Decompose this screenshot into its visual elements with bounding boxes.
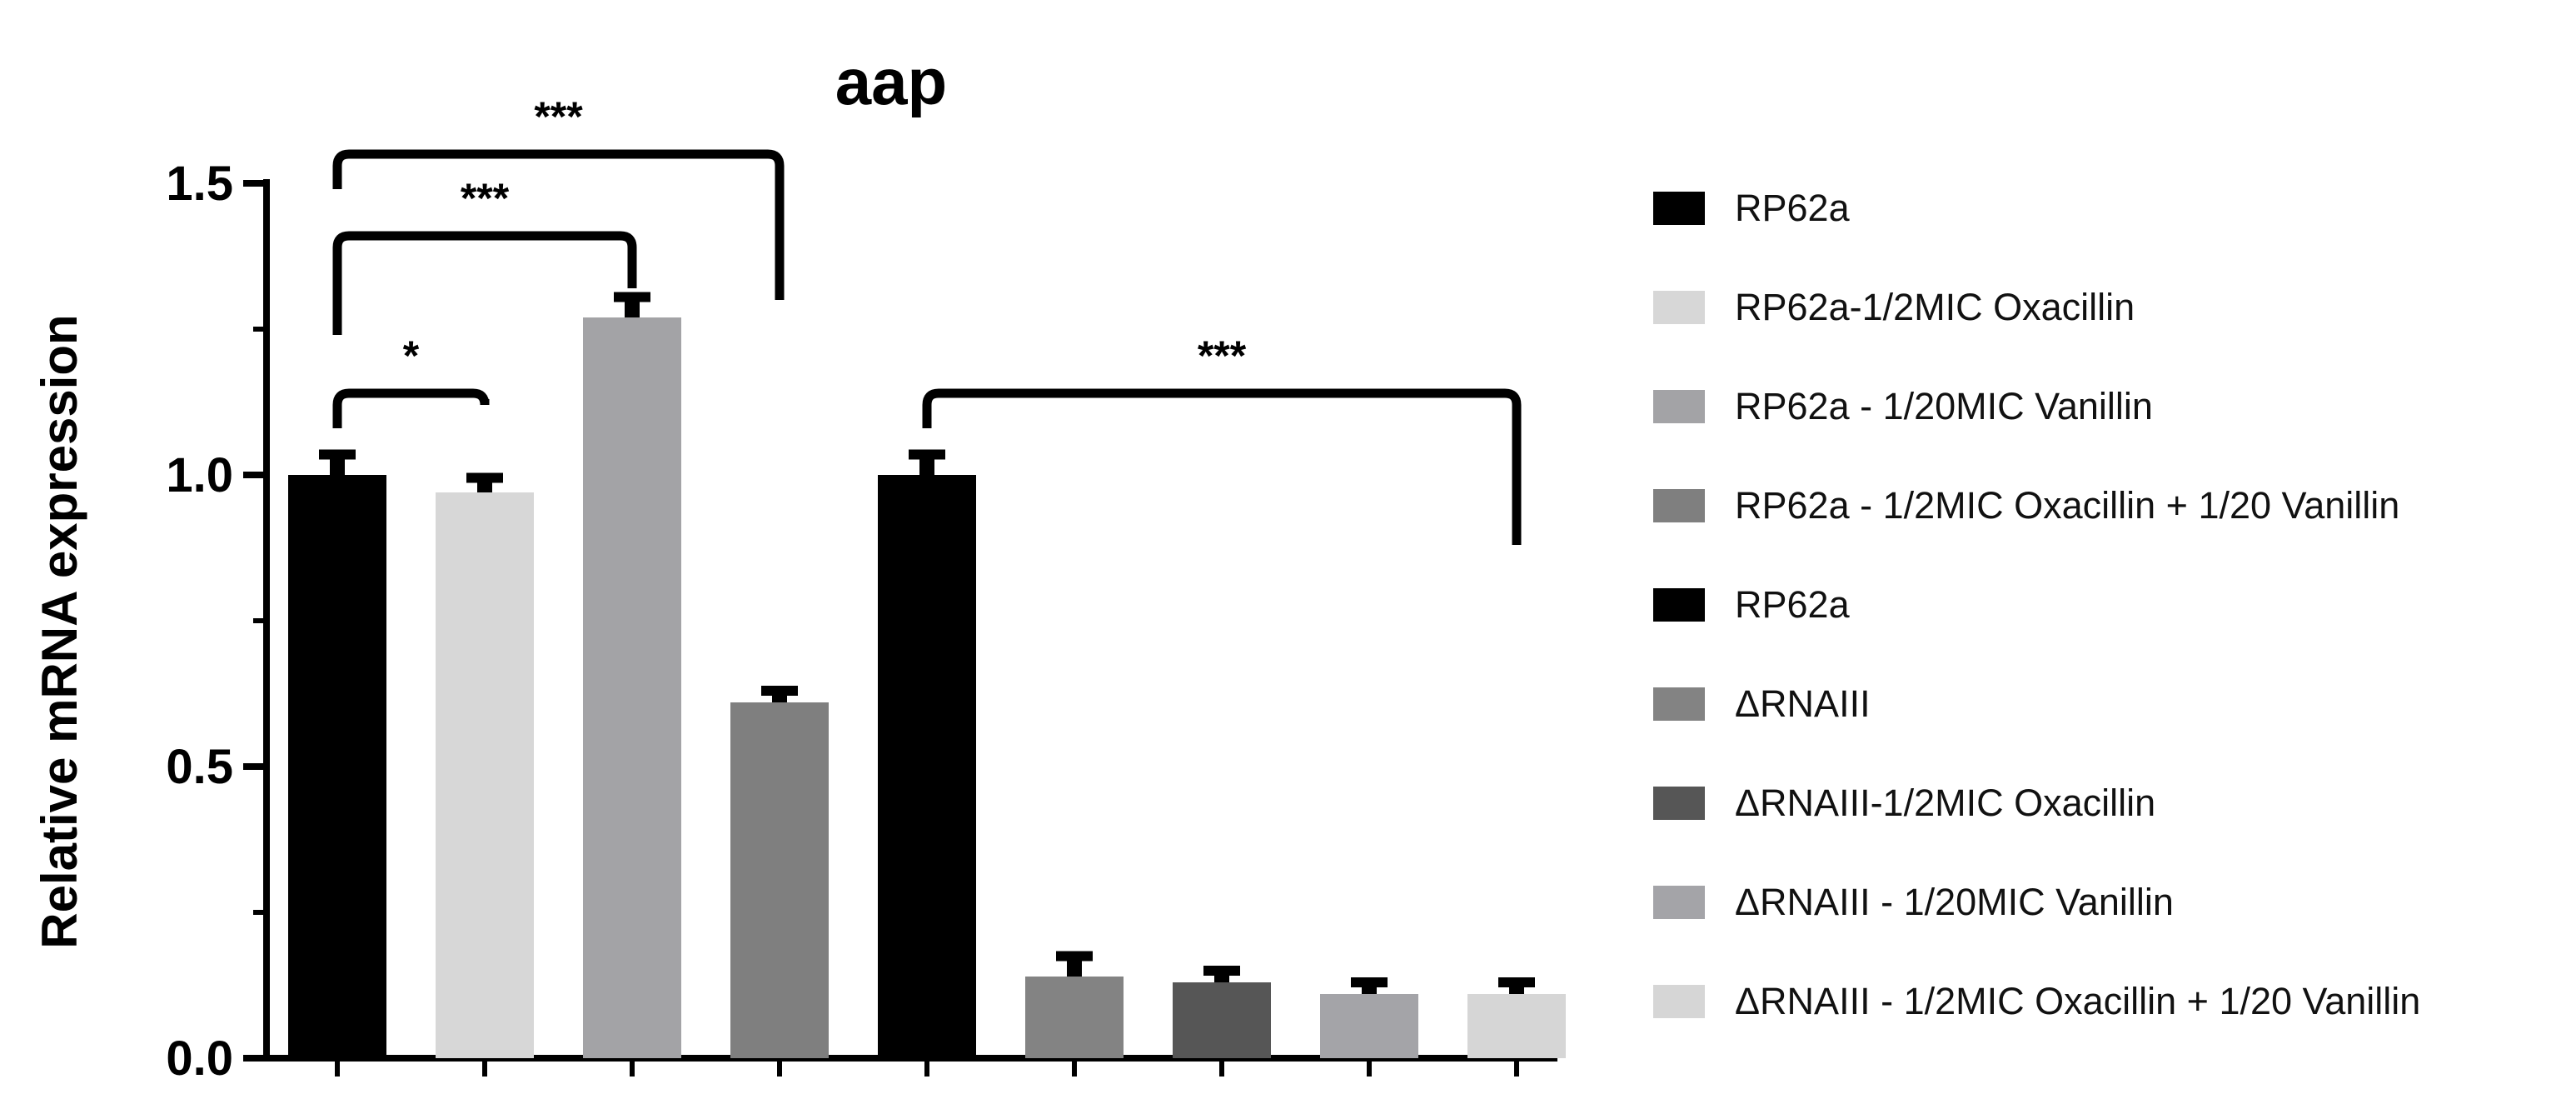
significance-bracket <box>332 388 490 428</box>
y-tick-label: 1.5 <box>166 157 233 211</box>
bar <box>1467 994 1566 1058</box>
bar <box>583 317 681 1058</box>
legend-swatch <box>1653 687 1705 721</box>
legend-item: ΔRNAIII-1/2MIC Oxacillin <box>1653 778 2155 828</box>
bars <box>288 317 1566 1058</box>
significance-bracket <box>922 388 1522 545</box>
legend-item: RP62a <box>1653 183 1850 233</box>
legend-item: ΔRNAIII - 1/2MIC Oxacillin + 1/20 Vanill… <box>1653 977 2420 1027</box>
legend-label: RP62a - 1/20MIC Vanillin <box>1735 385 2153 427</box>
chart-title: aap <box>835 45 947 118</box>
legend-label: RP62a - 1/2MIC Oxacillin + 1/20 Vanillin <box>1735 484 2400 527</box>
bar <box>436 492 534 1058</box>
legend-item: RP62a - 1/2MIC Oxacillin + 1/20 Vanillin <box>1653 481 2399 531</box>
significance-brackets: ********** <box>332 93 1522 545</box>
bar <box>1320 994 1418 1058</box>
significance-bracket <box>332 149 785 300</box>
legend-label: RP62a-1/2MIC Oxacillin <box>1735 286 2135 328</box>
legend-swatch <box>1653 489 1705 522</box>
legend-label: ΔRNAIII <box>1735 682 1871 725</box>
legend-swatch <box>1653 985 1705 1018</box>
significance-label: *** <box>534 93 583 140</box>
bar <box>288 475 386 1058</box>
bar <box>878 475 976 1058</box>
legend-item: RP62a - 1/20MIC Vanillin <box>1653 382 2153 432</box>
significance-bracket <box>332 231 637 335</box>
bar <box>730 702 829 1058</box>
y-tick-label: 1.0 <box>166 448 233 502</box>
y-tick-label: 0.5 <box>166 740 233 794</box>
legend-label: ΔRNAIII - 1/20MIC Vanillin <box>1735 881 2174 923</box>
legend-item: ΔRNAIII - 1/20MIC Vanillin <box>1653 877 2174 927</box>
legend-swatch <box>1653 390 1705 423</box>
legend-swatch <box>1653 588 1705 622</box>
legend-swatch <box>1653 291 1705 324</box>
legend-label: ΔRNAIII - 1/2MIC Oxacillin + 1/20 Vanill… <box>1735 980 2421 1022</box>
legend-label: ΔRNAIII-1/2MIC Oxacillin <box>1735 782 2156 824</box>
significance-label: *** <box>1198 332 1247 379</box>
legend-label: RP62a <box>1735 583 1850 626</box>
legend-item: ΔRNAIII <box>1653 679 1871 729</box>
y-tick-label: 0.0 <box>166 1032 233 1086</box>
legend-label: RP62a <box>1735 187 1850 229</box>
error-bars <box>319 292 1535 994</box>
legend-swatch <box>1653 886 1705 919</box>
significance-label: * <box>403 332 420 379</box>
significance-label: *** <box>461 175 510 222</box>
bar <box>1173 982 1271 1058</box>
legend-swatch <box>1653 192 1705 225</box>
bar <box>1025 977 1124 1058</box>
y-axis-label: Relative mRNA expression <box>32 314 87 948</box>
legend-swatch <box>1653 787 1705 820</box>
legend-item: RP62a-1/2MIC Oxacillin <box>1653 282 2135 332</box>
legend-item: RP62a <box>1653 580 1850 630</box>
